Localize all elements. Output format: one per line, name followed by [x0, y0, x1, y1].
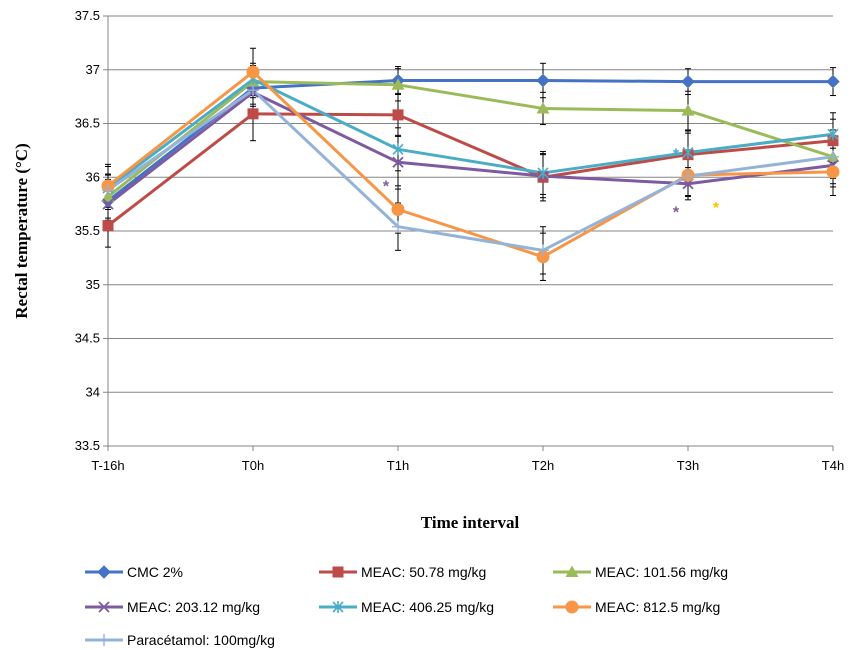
marker-diamond	[681, 74, 695, 89]
marker-triangle	[681, 104, 695, 116]
marker-square	[332, 566, 344, 578]
marker-circle	[826, 165, 840, 179]
legend: CMC 2% MEAC: 50.78 mg/kg MEAC: 101.56 mg/k…	[85, 564, 728, 648]
x-tick-label: T-16h	[91, 458, 124, 473]
series-line	[107, 112, 834, 227]
x-axis-title: Time interval	[421, 513, 520, 532]
y-tick-label: 34	[86, 384, 100, 399]
marker-plus	[102, 184, 114, 197]
legend-label: MEAC: 203.12 mg/kg	[127, 599, 260, 615]
series-line	[107, 70, 834, 259]
marker-circle	[536, 250, 550, 264]
y-tick-label: 37.5	[75, 8, 100, 23]
legend-label: CMC 2%	[127, 564, 183, 580]
marker-circle	[391, 203, 405, 216]
legend-label: MEAC: 812.5 mg/kg	[595, 599, 720, 615]
y-tick-label: 33.5	[75, 438, 100, 453]
marker-diamond	[97, 565, 111, 579]
marker-diamond	[826, 74, 840, 89]
marker-star	[332, 601, 344, 613]
marker-star	[827, 128, 839, 141]
marker-plus	[98, 634, 110, 646]
marker-diamond	[536, 73, 550, 88]
legend-item: MEAC: 812.5 mg/kg	[553, 599, 720, 615]
marker-square	[392, 109, 404, 121]
marker-plus	[537, 244, 549, 257]
marker-square	[102, 220, 114, 232]
series-markers	[101, 65, 840, 264]
error-bars	[105, 47, 836, 281]
significance-annotations: * * * *	[383, 146, 720, 221]
legend-item: MEAC: 203.12 mg/kg	[85, 599, 260, 615]
legend-item: Paracétamol: 100mg/kg	[85, 632, 275, 648]
marker-triangle	[565, 565, 579, 577]
marker-triangle	[391, 78, 405, 90]
annotation-asterisk: *	[383, 179, 390, 196]
x-tick-label: T3h	[677, 458, 699, 473]
series-lines	[107, 70, 834, 259]
marker-x	[98, 601, 110, 613]
series-line	[107, 88, 834, 252]
legend-item: CMC 2%	[85, 564, 183, 580]
marker-plus	[247, 84, 259, 97]
y-tick-label: 35	[86, 277, 100, 292]
marker-x	[392, 156, 404, 168]
y-tick-label: 35.5	[75, 223, 100, 238]
y-axis-ticks: 33.5 34 34.5 35 35.5 36 36.5 37 37.5	[75, 8, 108, 453]
y-tick-label: 37	[86, 62, 100, 77]
y-tick-label: 34.5	[75, 331, 100, 346]
x-tick-label: T0h	[242, 458, 264, 473]
legend-item: MEAC: 101.56 mg/kg	[553, 564, 728, 580]
legend-item: MEAC: 50.78 mg/kg	[319, 564, 486, 580]
annotation-asterisk: *	[673, 146, 680, 163]
gridlines	[108, 15, 833, 393]
marker-plus	[827, 150, 839, 163]
marker-star	[537, 166, 549, 179]
marker-circle	[565, 600, 579, 614]
legend-label: MEAC: 101.56 mg/kg	[595, 564, 728, 580]
marker-x	[102, 198, 114, 210]
x-tick-label: T1h	[387, 458, 409, 473]
legend-label: MEAC: 406.25 mg/kg	[361, 599, 494, 615]
legend-label: Paracétamol: 100mg/kg	[127, 632, 275, 648]
legend-item: MEAC: 406.25 mg/kg	[319, 599, 494, 615]
marker-circle	[246, 65, 260, 79]
series-line	[107, 90, 834, 206]
marker-plus	[392, 220, 404, 233]
marker-plus	[682, 170, 694, 183]
marker-triangle	[536, 101, 550, 114]
x-axis-ticks: T-16h T0h T1h T2h T3h T4h	[91, 446, 844, 473]
x-tick-label: T4h	[822, 458, 844, 473]
annotation-asterisk: *	[673, 205, 680, 222]
legend-label: MEAC: 50.78 mg/kg	[361, 564, 486, 580]
marker-star	[682, 146, 694, 159]
series-line	[107, 80, 834, 198]
y-tick-label: 36.5	[75, 116, 100, 131]
marker-square	[827, 135, 839, 147]
x-tick-label: T2h	[532, 458, 554, 473]
y-axis-title: Rectal temperature (°C)	[12, 143, 31, 318]
annotation-asterisk: *	[713, 200, 720, 217]
marker-star	[392, 143, 404, 156]
series-line	[107, 77, 834, 190]
marker-square	[247, 108, 259, 120]
y-tick-label: 36	[86, 169, 100, 184]
